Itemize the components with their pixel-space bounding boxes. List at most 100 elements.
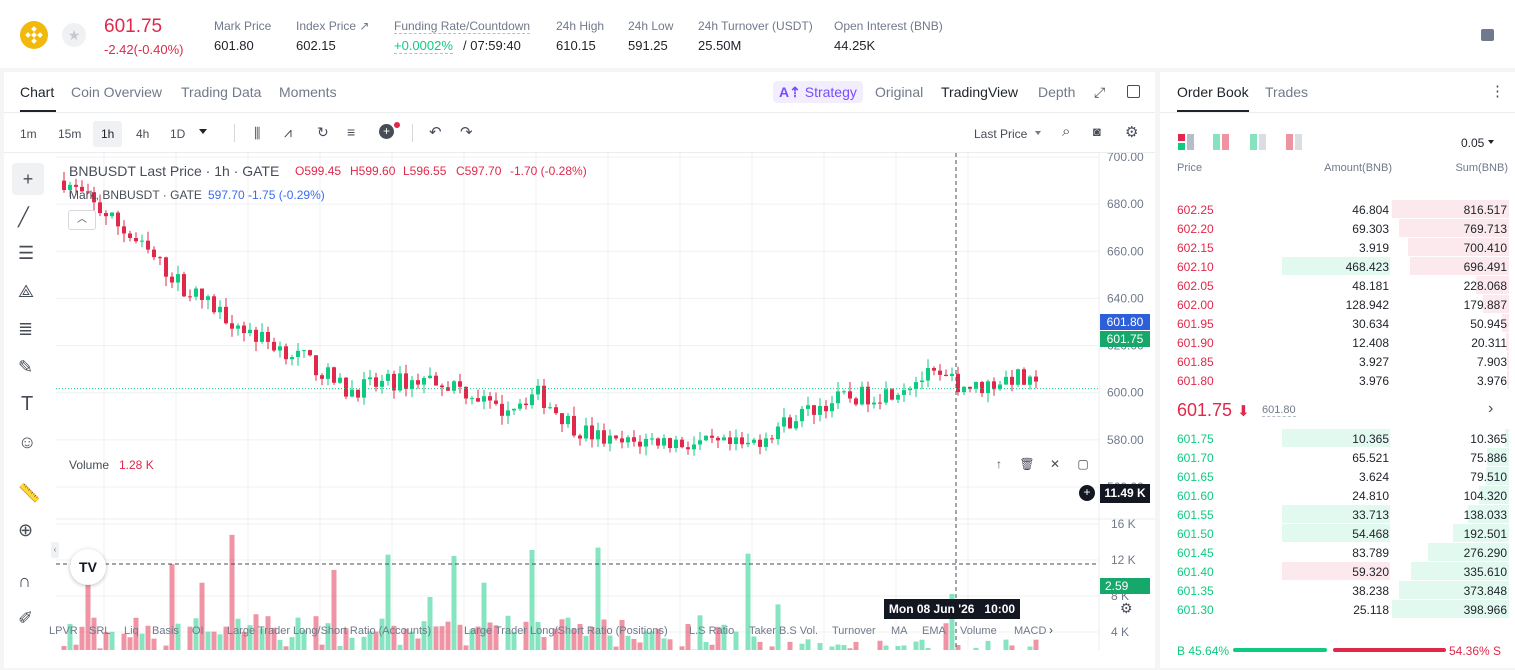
pattern-tool-icon[interactable]: ⟁ <box>18 281 35 301</box>
window-icon[interactable] <box>1127 85 1140 98</box>
interval-dropdown-icon[interactable] <box>199 129 207 134</box>
index-price-label[interactable]: Index Price ↗ <box>296 19 370 33</box>
interval-1h[interactable]: 1h <box>93 121 123 147</box>
tab-chart[interactable]: Chart <box>20 84 55 100</box>
strategy-button[interactable]: A⇡ Strategy <box>773 81 863 103</box>
ob-expand-chevron-icon[interactable]: › <box>1488 400 1494 417</box>
ask-row[interactable]: 602.00 128.942 179.887 <box>1160 295 1515 314</box>
magnet-tool-icon[interactable]: ∩ <box>18 571 31 591</box>
ask-row[interactable]: 602.20 69.303 769.713 <box>1160 219 1515 238</box>
pane-move-up-icon[interactable]: ↑ <box>989 454 1009 474</box>
indicator-large-trader-long-short-ratio-accounts[interactable]: Large Trader Long/Short Ratio (Accounts) <box>227 625 432 637</box>
indicator-oi[interactable]: OI <box>192 625 204 637</box>
more-options-icon[interactable]: ⋮ <box>1490 83 1505 100</box>
compare-icon[interactable]: ↻ <box>317 124 329 140</box>
bid-row[interactable]: 601.70 65.521 75.886 <box>1160 448 1515 467</box>
indicator-ma[interactable]: MA <box>891 625 908 637</box>
ask-row[interactable]: 601.90 12.408 20.311 <box>1160 333 1515 352</box>
bid-row[interactable]: 601.40 59.320 335.610 <box>1160 562 1515 581</box>
tab-trades[interactable]: Trades <box>1265 84 1309 100</box>
tab-coin-overview[interactable]: Coin Overview <box>71 84 163 100</box>
settings-gear-icon[interactable]: ⚙ <box>1125 124 1139 141</box>
ask-row[interactable]: 601.85 3.927 7.903 <box>1160 352 1515 371</box>
view-asks-icon[interactable] <box>1286 134 1302 150</box>
indicator-turnover[interactable]: Turnover <box>832 625 876 637</box>
search-icon[interactable]: ⌕ <box>1062 123 1071 140</box>
interval-4h[interactable]: 4h <box>136 127 150 141</box>
crosshair-add-icon[interactable]: + <box>1079 485 1095 501</box>
bid-row[interactable]: 601.35 38.238 373.848 <box>1160 581 1515 600</box>
favorite-star-icon[interactable]: ★ <box>62 23 86 47</box>
axis-settings-icon[interactable]: ⚙ <box>1120 600 1133 616</box>
trend-line-tool-icon[interactable]: ╱ <box>18 207 29 227</box>
indicator-volume[interactable]: Volume <box>960 625 997 637</box>
bid-row[interactable]: 601.60 24.810 104.320 <box>1160 486 1515 505</box>
ask-row[interactable]: 602.10 468.423 696.491 <box>1160 257 1515 276</box>
add-icon[interactable]: + <box>379 124 394 139</box>
ask-row[interactable]: 602.15 3.919 700.410 <box>1160 238 1515 257</box>
tradingview-logo[interactable]: TV <box>70 549 106 585</box>
bid-row[interactable]: 601.75 10.365 10.365 <box>1160 429 1515 448</box>
bid-row[interactable]: 601.30 25.118 398.966 <box>1160 600 1515 619</box>
ruler-tool-icon[interactable]: 📏 <box>18 483 41 503</box>
interval-15m[interactable]: 15m <box>58 127 82 141</box>
tab-trading-data[interactable]: Trading Data <box>181 84 262 100</box>
zoom-in-tool-icon[interactable]: ⊕ <box>18 520 34 540</box>
tab-moments[interactable]: Moments <box>279 84 337 100</box>
collapse-legend-button[interactable]: ︿ <box>68 210 96 230</box>
indicator-basis[interactable]: Basis <box>152 625 179 637</box>
undo-icon[interactable]: ↶ <box>429 124 442 141</box>
view-bids-icon[interactable] <box>1250 134 1266 150</box>
text-tool-icon[interactable]: T <box>21 393 34 415</box>
indicators-icon[interactable]: ⩘ <box>284 124 292 140</box>
indicator-ema[interactable]: EMA <box>922 625 946 637</box>
indicator-lpvr[interactable]: LPVR <box>49 625 78 637</box>
price-type-select[interactable]: Last Price <box>974 127 1028 141</box>
indicator-l-s-ratio[interactable]: L.S Ratio <box>689 625 735 637</box>
bid-row[interactable]: 601.55 33.713 138.033 <box>1160 505 1515 524</box>
view-tradingview[interactable]: TradingView <box>941 84 1019 100</box>
tick-size-select[interactable]: 0.05 <box>1461 136 1485 150</box>
crosshair-tool-icon[interactable]: + <box>12 163 44 195</box>
price-type-dropdown-icon[interactable] <box>1035 131 1041 135</box>
camera-icon[interactable]: ◙ <box>1093 124 1101 139</box>
emoji-tool-icon[interactable]: ☺ <box>18 432 37 452</box>
expand-icon[interactable]: ⤢ <box>1094 84 1106 100</box>
bid-row[interactable]: 601.65 3.624 79.510 <box>1160 467 1515 486</box>
templates-icon[interactable]: ≡ <box>347 124 356 140</box>
candle-type-icon[interactable]: ⫼ <box>254 125 261 141</box>
ask-row[interactable]: 601.95 30.634 50.945 <box>1160 314 1515 333</box>
tick-size-dropdown-icon[interactable] <box>1488 140 1494 144</box>
bid-row[interactable]: 601.50 54.468 192.501 <box>1160 524 1515 543</box>
indicator-macd[interactable]: MACD <box>1014 625 1047 637</box>
ask-row[interactable]: 602.25 46.804 816.517 <box>1160 200 1515 219</box>
view-original[interactable]: Original <box>875 84 924 100</box>
book-icon[interactable] <box>1481 29 1494 41</box>
brush-tool-icon[interactable]: ✎ <box>18 357 34 377</box>
scroll-left-handle[interactable]: ‹ <box>51 542 59 558</box>
indicator-liq[interactable]: Liq <box>124 625 139 637</box>
view-both-alt-icon[interactable] <box>1213 134 1229 150</box>
view-both-icon[interactable] <box>1178 134 1194 150</box>
tab-order-book[interactable]: Order Book <box>1177 84 1249 100</box>
pane-maximize-icon[interactable]: ▢ <box>1073 454 1093 474</box>
indicator-taker-b-s-vol[interactable]: Taker B.S Vol. <box>749 625 819 637</box>
pane-delete-icon[interactable]: 🗑 <box>1017 454 1037 474</box>
redo-icon[interactable]: ↷ <box>460 124 473 141</box>
pencil-lock-tool-icon[interactable]: ✐ <box>18 608 34 628</box>
volume-bar <box>193 618 199 650</box>
horizontal-lines-tool-icon[interactable]: ☰ <box>18 243 35 263</box>
view-depth[interactable]: Depth <box>1038 84 1076 100</box>
indicator-srl[interactable]: SRL <box>89 625 111 637</box>
funding-rate-value[interactable]: +0.0002% <box>394 38 453 54</box>
indicators-scroll-right-icon[interactable]: › <box>1049 623 1053 637</box>
ask-row[interactable]: 602.05 48.181 228.068 <box>1160 276 1515 295</box>
bid-row[interactable]: 601.45 83.789 276.290 <box>1160 543 1515 562</box>
price-chart[interactable]: 700.00680.00660.00640.00620.00600.00580.… <box>56 153 1155 650</box>
interval-1d[interactable]: 1D <box>170 127 186 141</box>
ask-row[interactable]: 601.80 3.976 3.976 <box>1160 371 1515 390</box>
indicator-large-trader-long-short-ratio-positions[interactable]: Large Trader Long/Short Ratio (Positions… <box>464 625 668 637</box>
pane-collapse-icon[interactable]: ✕ <box>1045 454 1065 474</box>
interval-1m[interactable]: 1m <box>20 127 37 141</box>
fib-tool-icon[interactable]: ≣ <box>18 319 34 339</box>
